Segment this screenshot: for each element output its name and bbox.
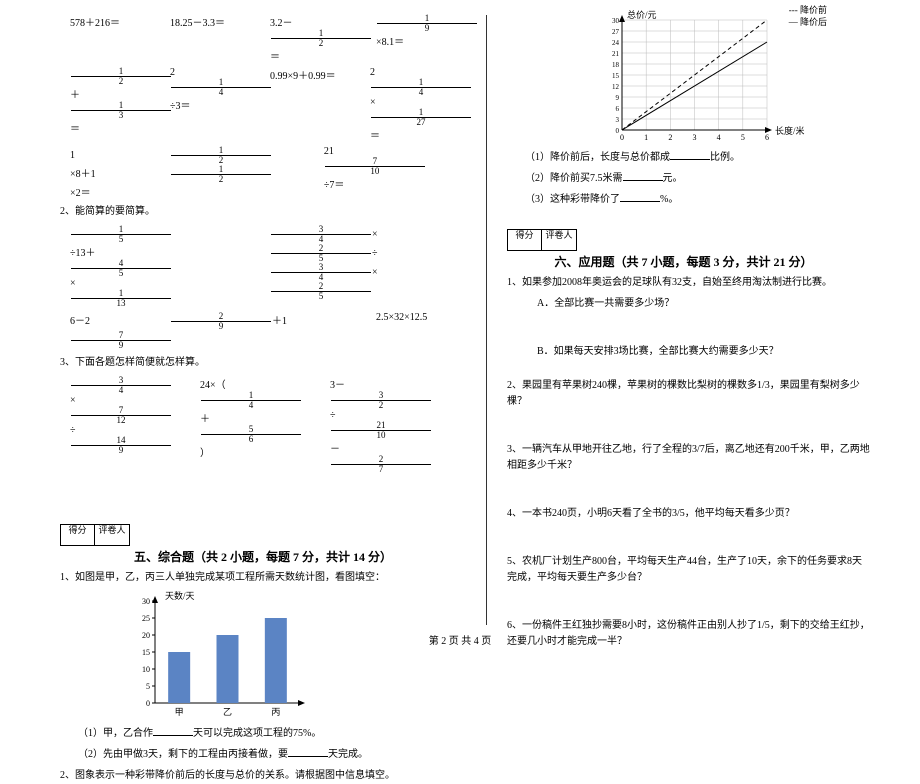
question-2-title: 2、能简算的要简算。: [60, 204, 476, 220]
svg-text:30: 30: [142, 597, 150, 606]
r-q2: （2）降价前买7.5米需元。: [525, 171, 870, 187]
r-q1: （1）降价前后，长度与总价都成比例。: [525, 150, 870, 166]
q6-3: 3、一辆汽车从甲地开往乙地，行了全程的3/7后，离乙地还有200千米，甲，乙两地…: [507, 442, 870, 474]
expr: 15÷13＋45×113: [70, 225, 270, 308]
svg-text:天数/天: 天数/天: [165, 591, 195, 601]
line-chart: --- 降价前 — 降价后 3027242118151296300123456总…: [597, 10, 777, 145]
q6-5: 5、农机厂计划生产800台，平均每天生产44台，生产了10天，余下的任务要求8天…: [507, 554, 870, 586]
svg-text:25: 25: [142, 614, 150, 623]
expr: 6－229＋179: [70, 312, 376, 350]
q6-2: 2、果园里有苹果树240棵，苹果树的棵数比梨树的棵数多1/3，果园里有梨树多少棵…: [507, 378, 870, 410]
eq-row-2: 12＋13＝ 214÷3＝ 0.99×9＋0.99＝ 214×127＝: [70, 67, 476, 142]
svg-text:21: 21: [612, 50, 620, 58]
svg-text:6: 6: [616, 105, 620, 113]
svg-text:5: 5: [146, 682, 150, 691]
score-cell: 得分: [60, 524, 95, 546]
q6-1a: A．全部比赛一共需要多少场？: [537, 296, 870, 312]
svg-text:18: 18: [612, 61, 620, 69]
score-box: 得分 评卷人: [507, 229, 870, 251]
svg-text:12: 12: [612, 83, 620, 91]
q5-1-2: （2）先由甲做3天，剩下的工程由丙接着做，要天完成。: [78, 747, 476, 763]
expr: 12＋13＝: [70, 67, 170, 142]
expr: 3－32÷2110－27: [330, 376, 476, 474]
expr: 34×712÷149: [70, 376, 200, 474]
svg-text:5: 5: [741, 133, 745, 142]
right-column: --- 降价前 — 降价后 3027242118151296300123456总…: [487, 10, 880, 630]
q6-4: 4、一本书240页，小明6天看了全书的3/5，他平均每天看多少页？: [507, 506, 870, 522]
grader-cell: 评卷人: [542, 229, 577, 251]
eq-row-1: 578＋216＝ 18.25－3.3＝ 3.2－12＝ 19×8.1＝: [70, 14, 476, 63]
score-box: 得分 评卷人: [60, 524, 476, 546]
expr: 24×（14＋56）: [200, 376, 330, 474]
expr: 3.2－12＝: [270, 14, 376, 63]
svg-text:2: 2: [668, 133, 672, 142]
eq-row-3: 112×8＋112×2＝ 21710÷7＝: [70, 146, 476, 199]
svg-text:3: 3: [616, 116, 620, 124]
svg-text:10: 10: [142, 665, 150, 674]
svg-text:27: 27: [612, 28, 620, 36]
q6-1b: B．如果每天安排3场比赛，全部比赛大约需要多少天？: [537, 344, 870, 360]
svg-text:9: 9: [616, 94, 620, 102]
expr: 34×25÷34×25: [270, 225, 476, 308]
left-column: 578＋216＝ 18.25－3.3＝ 3.2－12＝ 19×8.1＝ 12＋1…: [40, 10, 486, 630]
eq-row-5: 6－229＋179 2.5×32×12.5: [70, 312, 476, 350]
svg-text:3: 3: [693, 133, 697, 142]
svg-text:20: 20: [142, 631, 150, 640]
expr: 214÷3＝: [170, 67, 270, 142]
svg-text:甲: 甲: [175, 707, 184, 717]
svg-text:24: 24: [612, 39, 620, 47]
svg-text:6: 6: [765, 133, 769, 142]
r-q3: （3）这种彩带降价了%。: [525, 192, 870, 208]
svg-text:15: 15: [612, 72, 620, 80]
expr: 18.25－3.3＝: [170, 14, 270, 63]
svg-text:1: 1: [644, 133, 648, 142]
q5-1: 1、如图是甲，乙，丙三人单独完成某项工程所需天数统计图，看图填空：: [60, 570, 476, 586]
expr: 214×127＝: [370, 67, 476, 142]
eq-row-6: 34×712÷149 24×（14＋56） 3－32÷2110－27: [70, 376, 476, 474]
question-3-title: 3、下面各题怎样简便就怎样算。: [60, 355, 476, 371]
svg-text:4: 4: [717, 133, 721, 142]
expr: 0.99×9＋0.99＝: [270, 67, 370, 142]
svg-text:30: 30: [612, 17, 620, 25]
chart-legend: --- 降价前 — 降价后: [789, 5, 827, 28]
q5-1-1: （1）甲，乙合作天可以完成这项工程的75%。: [78, 726, 476, 742]
score-cell: 得分: [507, 229, 542, 251]
expr: 19×8.1＝: [376, 14, 476, 63]
q6-1: 1、如果参加2008年奥运会的足球队有32支，自始至终用淘汰制进行比赛。: [507, 275, 870, 291]
svg-text:长度/米: 长度/米: [775, 125, 805, 136]
svg-text:丙: 丙: [271, 707, 280, 717]
bar-chart: 302520151050甲乙丙天数/天: [130, 591, 310, 721]
expr: 21710÷7＝: [324, 146, 476, 199]
svg-text:0: 0: [146, 699, 150, 708]
q6-6: 6、一份稿件王红独抄需要8小时，这份稿件正由别人抄了1/5，剩下的交给王红抄，还…: [507, 618, 870, 650]
expr: 578＋216＝: [70, 14, 170, 63]
q5-2: 2、图象表示一种彩带降价前后的长度与总价的关系。请根据图中信息填空。: [60, 768, 476, 784]
expr: 112×8＋112×2＝: [70, 146, 324, 199]
svg-text:0: 0: [620, 133, 624, 142]
svg-text:0: 0: [616, 127, 620, 135]
eq-row-4: 15÷13＋45×113 34×25÷34×25: [70, 225, 476, 308]
svg-text:总价/元: 总价/元: [627, 10, 657, 20]
section-6-title: 六、应用题（共 7 小题，每题 3 分，共计 21 分）: [497, 253, 870, 270]
expr: 2.5×32×12.5: [376, 312, 476, 350]
grader-cell: 评卷人: [95, 524, 130, 546]
svg-text:乙: 乙: [223, 707, 232, 717]
section-5-title: 五、综合题（共 2 小题，每题 7 分，共计 14 分）: [50, 548, 476, 565]
